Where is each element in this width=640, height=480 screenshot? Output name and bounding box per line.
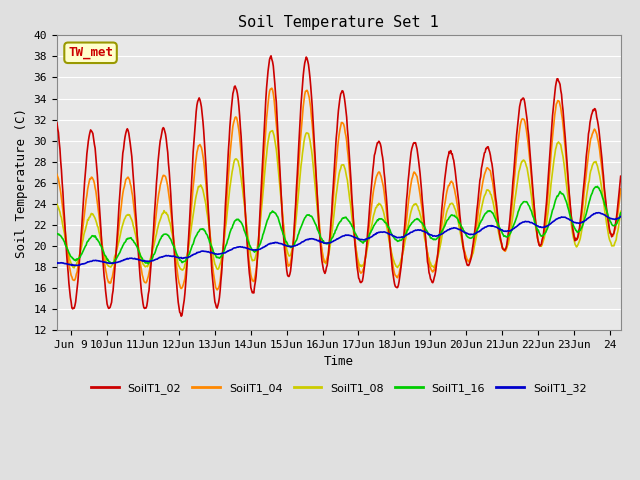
SoilT1_08: [179, 267, 186, 273]
SoilT1_32: [70, 263, 78, 268]
SoilT1_16: [594, 183, 602, 189]
SoilT1_16: [394, 239, 401, 244]
SoilT1_04: [464, 258, 472, 264]
X-axis label: Time: Time: [324, 355, 354, 369]
SoilT1_04: [213, 287, 221, 293]
SoilT1_04: [95, 212, 102, 217]
SoilT1_02: [204, 204, 212, 210]
SoilT1_32: [463, 230, 471, 236]
SoilT1_32: [109, 260, 116, 266]
SoilT1_04: [268, 85, 276, 91]
SoilT1_02: [464, 263, 472, 268]
SoilT1_04: [108, 276, 115, 282]
SoilT1_08: [49, 205, 57, 211]
SoilT1_02: [95, 195, 102, 201]
SoilT1_32: [617, 214, 625, 219]
SoilT1_04: [617, 186, 625, 192]
Title: Soil Temperature Set 1: Soil Temperature Set 1: [238, 15, 439, 30]
SoilT1_04: [49, 173, 57, 179]
SoilT1_08: [394, 263, 402, 269]
SoilT1_32: [96, 258, 104, 264]
Legend: SoilT1_02, SoilT1_04, SoilT1_08, SoilT1_16, SoilT1_32: SoilT1_02, SoilT1_04, SoilT1_08, SoilT1_…: [86, 379, 591, 398]
SoilT1_32: [394, 235, 401, 240]
SoilT1_02: [292, 200, 300, 205]
SoilT1_04: [394, 272, 402, 278]
SoilT1_16: [204, 235, 212, 240]
Text: TW_met: TW_met: [68, 46, 113, 60]
SoilT1_08: [269, 128, 276, 133]
Line: SoilT1_16: SoilT1_16: [53, 186, 621, 264]
SoilT1_16: [108, 260, 115, 266]
SoilT1_16: [617, 210, 625, 216]
SoilT1_32: [291, 243, 299, 249]
SoilT1_08: [95, 228, 102, 234]
SoilT1_08: [617, 208, 625, 214]
SoilT1_08: [464, 257, 472, 263]
Line: SoilT1_32: SoilT1_32: [53, 213, 621, 265]
Line: SoilT1_04: SoilT1_04: [53, 88, 621, 290]
SoilT1_08: [292, 220, 300, 226]
SoilT1_32: [204, 249, 212, 254]
SoilT1_16: [95, 239, 102, 245]
SoilT1_02: [617, 173, 625, 179]
SoilT1_02: [108, 300, 115, 305]
SoilT1_08: [108, 263, 115, 269]
SoilT1_02: [268, 53, 275, 59]
SoilT1_08: [204, 218, 212, 224]
Line: SoilT1_02: SoilT1_02: [53, 56, 621, 316]
SoilT1_32: [595, 210, 603, 216]
Y-axis label: Soil Temperature (C): Soil Temperature (C): [15, 108, 28, 258]
SoilT1_04: [292, 207, 300, 213]
Line: SoilT1_08: SoilT1_08: [53, 131, 621, 270]
SoilT1_16: [291, 240, 299, 245]
SoilT1_02: [177, 313, 185, 319]
SoilT1_16: [145, 261, 152, 266]
SoilT1_04: [204, 200, 211, 206]
SoilT1_02: [49, 123, 57, 129]
SoilT1_16: [49, 234, 57, 240]
SoilT1_02: [394, 283, 402, 288]
SoilT1_32: [49, 261, 57, 267]
SoilT1_16: [463, 233, 471, 239]
